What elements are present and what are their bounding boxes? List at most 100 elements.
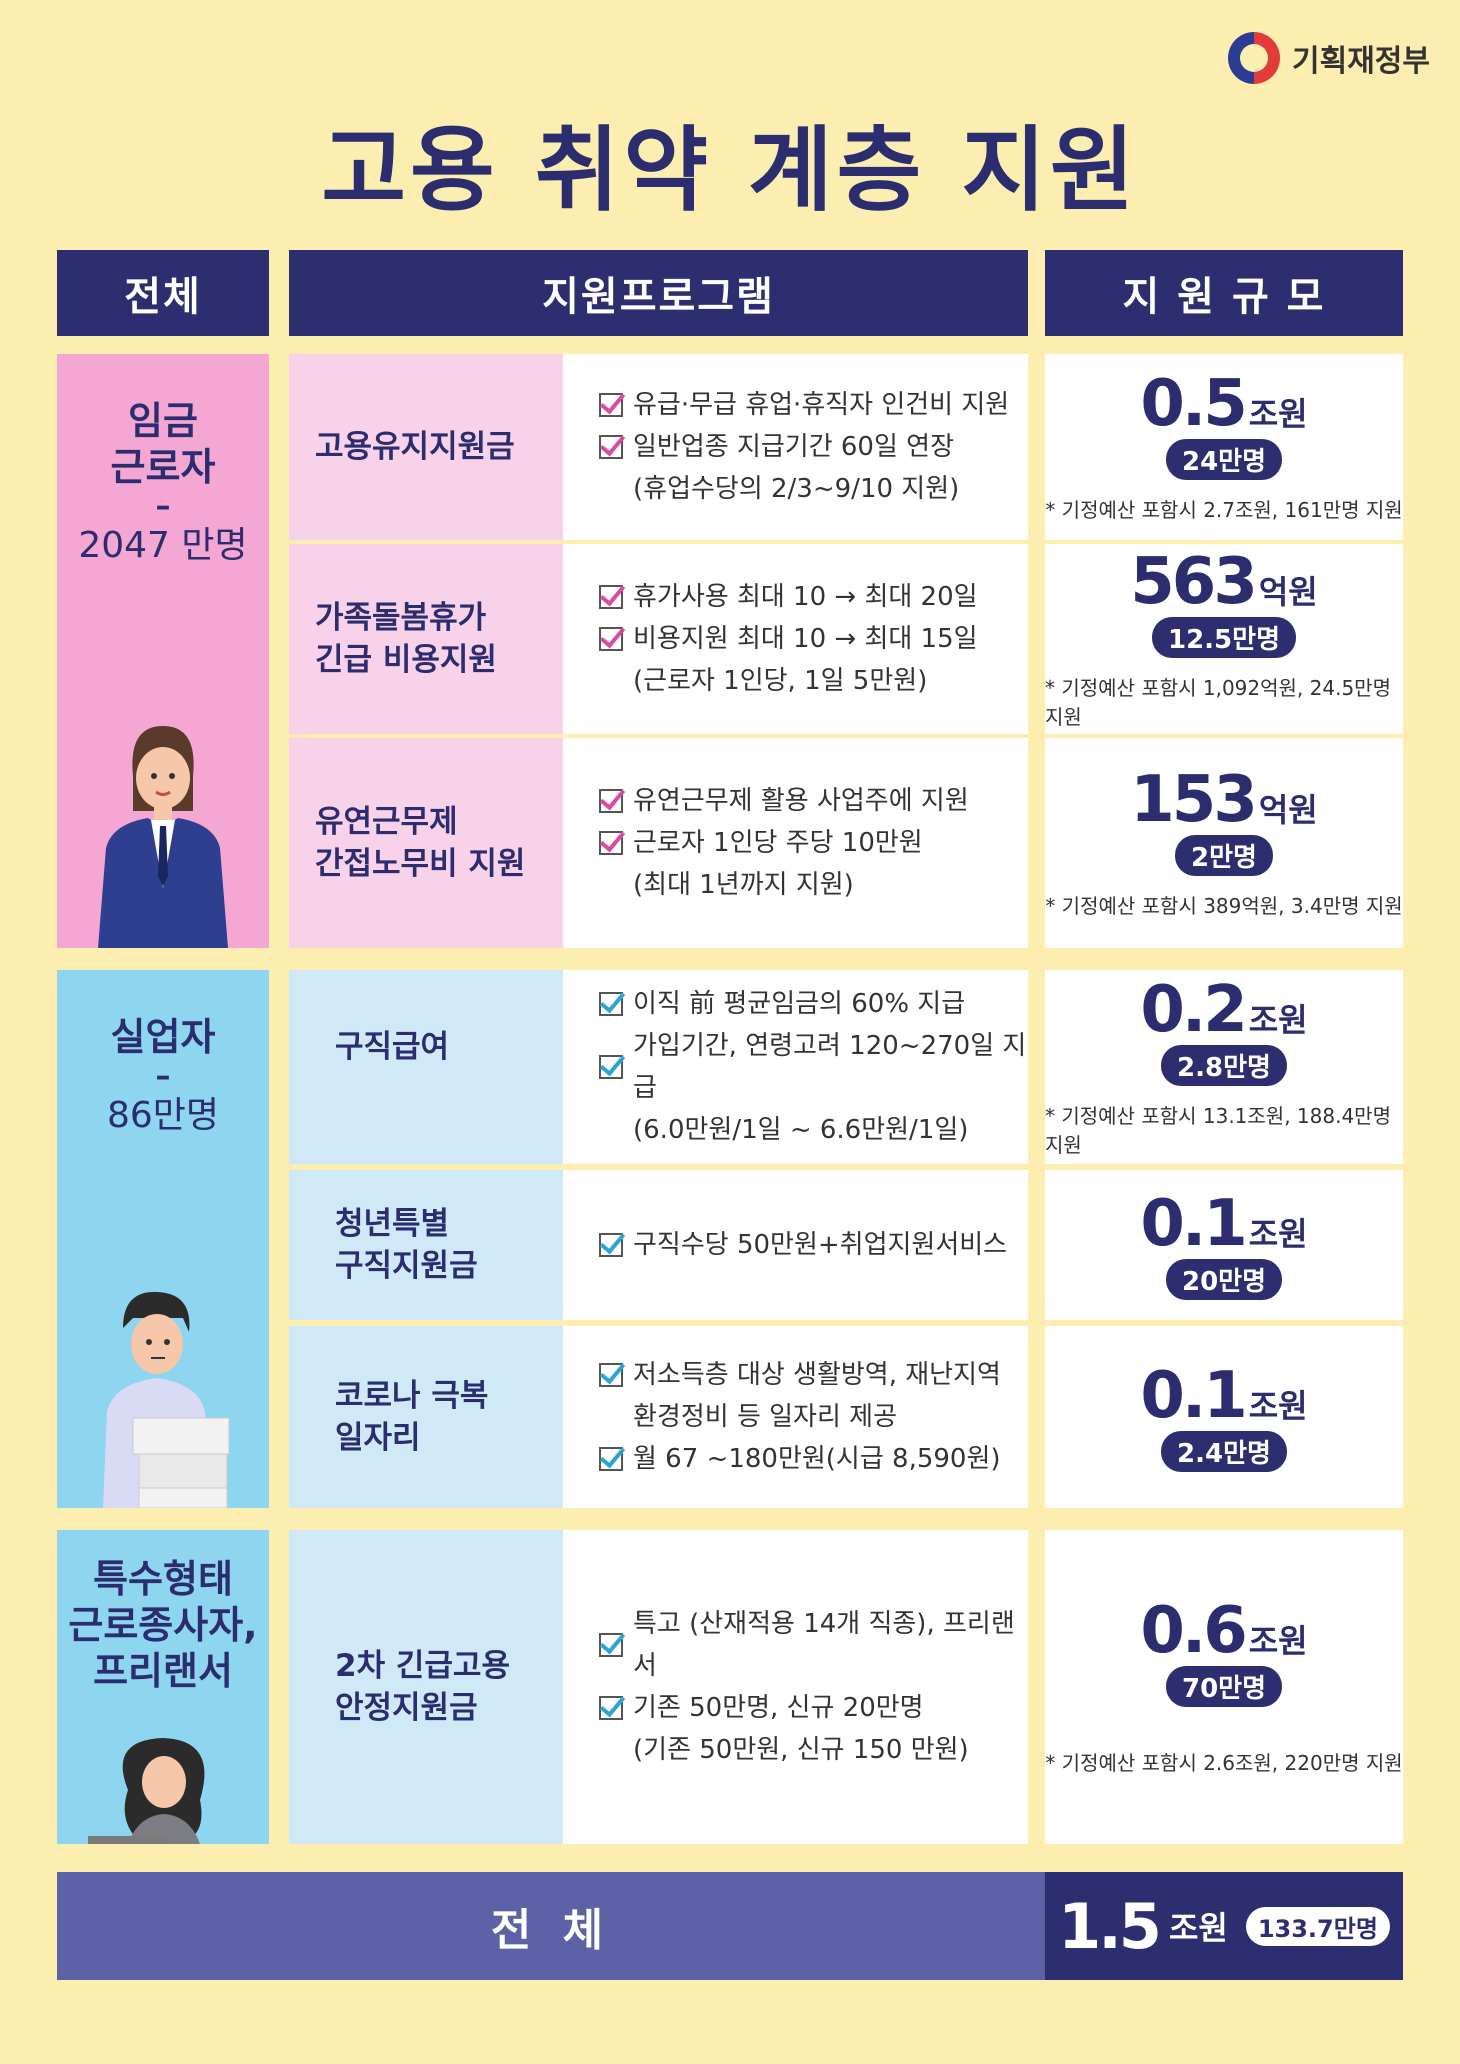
budget-amount: 0.1 — [1140, 1186, 1247, 1261]
program-details: 유연근무제 활용 사업주에 지원 근로자 1인당 주당 10만원 (최대 1년까… — [563, 738, 1028, 948]
total-amount: 1.5 — [1058, 1889, 1162, 1963]
checkbox-icon — [599, 1696, 623, 1720]
budget-note: * 기정예산 포함시 2.7조원, 161만명 지원 — [1045, 498, 1403, 522]
budget-amount: 0.5 — [1140, 367, 1247, 441]
budget-amount: 0.6 — [1140, 1594, 1247, 1668]
org-name: 기획재정부 — [1292, 44, 1430, 79]
group-dash: – — [155, 489, 171, 524]
group-count: 2047 만명 — [78, 525, 248, 566]
budget-unit: 억원 — [1258, 572, 1318, 611]
group-count: 86만명 — [106, 1095, 220, 1136]
freelancer-icon — [88, 1738, 205, 1844]
group-freelancers: 특수형태 근로종사자, 프리랜서 — [57, 1530, 269, 1844]
budget-amount: 153 — [1130, 763, 1258, 837]
detail-line: (최대 1년까지 지원) — [633, 870, 854, 900]
program-budget: 0.1 조원 2.4만명 — [1045, 1326, 1403, 1508]
office-worker-icon — [98, 726, 228, 948]
checkbox-icon — [599, 1363, 623, 1387]
checkbox-icon — [599, 393, 623, 417]
checkbox-icon — [599, 435, 623, 459]
program-details: 저소득층 대상 생활방역, 재난지역 환경정비 등 일자리 제공 월 67 ~1… — [563, 1326, 1028, 1508]
budget-unit: 조원 — [1248, 1386, 1308, 1425]
header-scale: 지 원 규 모 — [1045, 250, 1403, 336]
program-name: 청년특별 구직지원금 — [289, 1170, 563, 1320]
detail-line: 저소득층 대상 생활방역, 재난지역 — [599, 1354, 1028, 1396]
program-budget: 563 억원 12.5만명 * 기정예산 포함시 1,092억원, 24.5만명 … — [1045, 544, 1403, 734]
program-budget: 0.6 조원 70만명 * 기정예산 포함시 2.6조원, 220만명 지원 — [1045, 1530, 1403, 1844]
detail-line: 휴가사용 최대 10 → 최대 20일 — [599, 576, 1028, 618]
people-badge: 12.5만명 — [1152, 616, 1296, 658]
program-name: 2차 긴급고용 안정지원금 — [289, 1530, 563, 1844]
budget-unit: 조원 — [1248, 1622, 1308, 1660]
program-name: 구직급여 — [289, 970, 563, 1164]
people-badge: 2.8만명 — [1161, 1044, 1287, 1086]
checkbox-icon — [599, 1447, 623, 1471]
detail-line: (기존 50만원, 신규 150 만원) — [633, 1735, 969, 1765]
header-programs: 지원프로그램 — [289, 250, 1028, 336]
detail-line: 유연근무제 활용 사업주에 지원 — [599, 780, 1028, 822]
box-carrier-icon — [103, 1291, 230, 1508]
people-badge: 70만명 — [1165, 1666, 1283, 1707]
group-name: 실업자 — [110, 1015, 216, 1059]
budget-note: * 기정예산 포함시 13.1조원, 188.4만명 지원 — [1045, 1103, 1391, 1157]
program-details: 구직수당 50만원+취업지원서비스 — [563, 1170, 1028, 1320]
header-total: 전체 — [57, 250, 269, 336]
program-details: 특고 (산재적용 14개 직종), 프리랜서 기존 50만명, 신규 20만명 … — [563, 1530, 1028, 1844]
detail-line: 특고 (산재적용 14개 직종), 프리랜서 — [599, 1603, 1028, 1687]
group-wage-workers: 임금 근로자 – 2047 만명 — [57, 354, 269, 948]
detail-line: 일반업종 지급기간 60일 연장 — [599, 426, 1028, 468]
detail-line: 환경정비 등 일자리 제공 — [633, 1402, 897, 1432]
budget-note: * 기정예산 포함시 1,092억원, 24.5만명 지원 — [1045, 675, 1391, 729]
program-details: 휴가사용 최대 10 → 최대 20일 비용지원 최대 10 → 최대 15일 … — [563, 544, 1028, 734]
detail-line: 월 67 ~180만원(시급 8,590원) — [599, 1438, 1028, 1480]
checkbox-icon — [599, 1233, 623, 1257]
budget-note: * 기정예산 포함시 389억원, 3.4만명 지원 — [1045, 894, 1403, 918]
checkbox-icon — [599, 992, 623, 1016]
budget-amount: 0.1 — [1140, 1358, 1247, 1433]
group-name: 특수형태 근로종사자, 프리랜서 — [68, 1557, 258, 1693]
budget-unit: 억원 — [1258, 791, 1318, 829]
program-name: 고용유지지원금 — [289, 354, 563, 540]
detail-line: 유급·무급 휴업·휴직자 인건비 지원 — [599, 384, 1028, 426]
program-name: 코로나 극복 일자리 — [289, 1326, 563, 1508]
program-name: 가족돌봄휴가 긴급 비용지원 — [289, 544, 563, 734]
program-budget: 0.2 조원 2.8만명 * 기정예산 포함시 13.1조원, 188.4만명 지… — [1045, 970, 1403, 1164]
program-budget: 153 억원 2만명 * 기정예산 포함시 389억원, 3.4만명 지원 — [1045, 738, 1403, 948]
detail-line: (6.0만원/1일 ~ 6.6만원/1일) — [633, 1115, 969, 1145]
budget-amount: 0.2 — [1140, 972, 1247, 1047]
total-budget: 1.5 조원 133.7만명 — [1045, 1872, 1403, 1980]
detail-line: (휴업수당의 2/3~9/10 지원) — [633, 474, 960, 504]
program-budget: 0.5 조원 24만명 * 기정예산 포함시 2.7조원, 161만명 지원 — [1045, 354, 1403, 540]
detail-line: 기존 50만명, 신규 20만명 — [599, 1687, 1028, 1729]
detail-line: 가입기간, 연령고려 120~270일 지급 — [599, 1025, 1028, 1109]
taegeuk-icon — [1228, 32, 1280, 84]
people-badge: 2.4만명 — [1161, 1430, 1287, 1472]
people-badge: 24만명 — [1165, 439, 1283, 480]
budget-unit: 조원 — [1248, 1214, 1308, 1253]
budget-unit: 조원 — [1248, 1000, 1308, 1039]
detail-line: 구직수당 50만원+취업지원서비스 — [599, 1224, 1028, 1266]
detail-line: 비용지원 최대 10 → 최대 15일 — [599, 618, 1028, 660]
org-logo: 기획재정부 — [1228, 32, 1430, 84]
program-details: 유급·무급 휴업·휴직자 인건비 지원 일반업종 지급기간 60일 연장 (휴업… — [563, 354, 1028, 540]
total-unit: 조원 — [1168, 1909, 1228, 1947]
program-name: 유연근무제 간접노무비 지원 — [289, 738, 563, 948]
total-label: 전 체 — [57, 1872, 1045, 1980]
program-budget: 0.1 조원 20만명 — [1045, 1170, 1403, 1320]
detail-line: 근로자 1인당 주당 10만원 — [599, 822, 1028, 864]
people-badge: 2만명 — [1175, 835, 1273, 876]
budget-unit: 조원 — [1248, 395, 1308, 433]
program-details: 이직 前 평균임금의 60% 지급 가입기간, 연령고려 120~270일 지급… — [563, 970, 1028, 1164]
checkbox-icon — [599, 789, 623, 813]
detail-line: (근로자 1인당, 1일 5만원) — [633, 666, 928, 696]
page-title: 고용 취약 계층 지원 — [321, 117, 1139, 224]
group-name: 임금 근로자 — [110, 399, 216, 489]
group-dash: – — [155, 1059, 171, 1094]
checkbox-icon — [599, 831, 623, 855]
checkbox-icon — [599, 1055, 623, 1079]
people-badge: 20만명 — [1165, 1258, 1283, 1300]
budget-note: * 기정예산 포함시 2.6조원, 220만명 지원 — [1045, 1751, 1403, 1775]
group-unemployed: 실업자 – 86만명 — [57, 970, 269, 1508]
budget-amount: 563 — [1130, 544, 1258, 619]
total-people-badge: 133.7만명 — [1245, 1906, 1390, 1946]
